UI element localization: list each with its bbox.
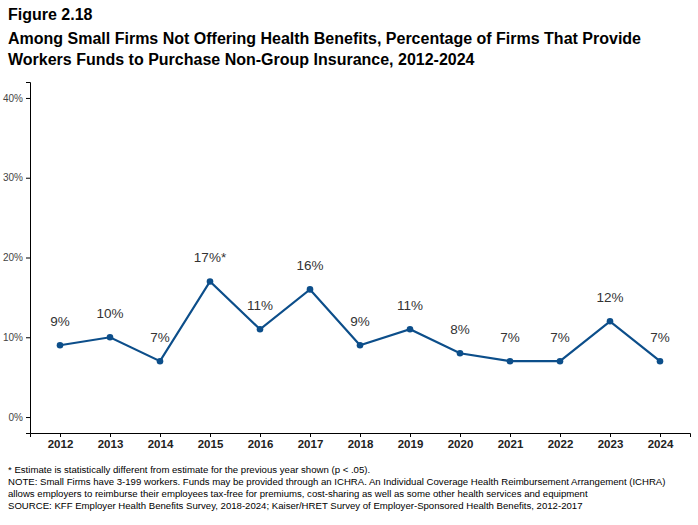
data-label: 7% — [150, 330, 170, 345]
y-tick: 10% — [3, 332, 30, 343]
subtitle: Among Small Firms Not Offering Health Be… — [8, 28, 668, 70]
x-tick-mark — [560, 433, 561, 437]
x-tick-label: 2012 — [48, 438, 74, 450]
point — [657, 358, 664, 365]
y-axis: 0% 10% 20% 30% 40% — [3, 83, 31, 434]
y-tick-mark — [26, 417, 30, 418]
point — [457, 350, 464, 357]
y-tick-label: 20% — [3, 252, 23, 263]
x-tick-label: 2017 — [298, 438, 324, 450]
x-tick-mark — [60, 433, 61, 437]
x-tick-mark — [160, 433, 161, 437]
data-label: 7% — [650, 330, 670, 345]
point — [207, 278, 214, 285]
x-tick-label: 2020 — [448, 438, 474, 450]
x-tick: 2012 — [48, 433, 74, 450]
x-tick-mark — [460, 433, 461, 437]
data-label: 16% — [296, 258, 323, 273]
point — [357, 342, 364, 349]
point — [307, 286, 314, 293]
x-tick: 2020 — [448, 433, 474, 450]
x-tick-mark — [510, 433, 511, 437]
point — [107, 334, 114, 341]
x-tick-mark — [260, 433, 261, 437]
y-tick: 20% — [3, 252, 30, 263]
y-tick: 0% — [9, 412, 30, 423]
data-label: 10% — [96, 306, 123, 321]
data-label: 11% — [397, 298, 423, 313]
x-tick-label: 2022 — [548, 438, 574, 450]
y-tick-mark — [26, 258, 30, 259]
y-axis-line — [26, 83, 31, 434]
x-tick: 2019 — [398, 433, 424, 450]
notes: * Estimate is statistically different fr… — [8, 464, 693, 512]
data-label: 7% — [500, 330, 520, 345]
plot-area — [57, 278, 664, 364]
point — [407, 326, 414, 333]
point — [57, 342, 64, 349]
x-tick-mark — [660, 433, 661, 437]
x-tick: 2016 — [248, 433, 274, 450]
x-tick-label: 2013 — [98, 438, 124, 450]
x-tick-label: 2018 — [348, 438, 374, 450]
x-tick-label: 2016 — [248, 438, 274, 450]
x-tick-mark — [360, 433, 361, 437]
point — [157, 358, 164, 365]
series-line — [60, 281, 660, 361]
y-tick: 40% — [3, 93, 30, 104]
y-tick-mark — [26, 178, 30, 179]
data-label: 12% — [596, 290, 623, 305]
data-label: 17%* — [194, 250, 227, 265]
x-tick-label: 2023 — [598, 438, 624, 450]
x-tick: 2013 — [98, 433, 124, 450]
title: Figure 2.18 — [8, 6, 92, 24]
x-tick-mark — [310, 433, 311, 437]
x-tick: 2024 — [648, 433, 674, 450]
x-tick: 2018 — [348, 433, 374, 450]
point — [257, 326, 264, 333]
x-tick-label: 2021 — [498, 438, 524, 450]
x-tick-label: 2015 — [198, 438, 224, 450]
note: SOURCE: KFF Employer Health Benefits Sur… — [8, 500, 693, 512]
x-tick: 2014 — [148, 433, 174, 450]
point — [607, 318, 614, 325]
chart: 0%10%20%30%40%20122013201420152016201720… — [0, 0, 698, 525]
y-tick-label: 0% — [9, 412, 24, 423]
data-label: 9% — [50, 314, 70, 329]
x-tick-mark — [210, 433, 211, 437]
data-label: 9% — [350, 314, 370, 329]
x-axis-line — [31, 434, 691, 438]
point — [507, 358, 514, 365]
data-labels: 9% 10% 7% 17%* 11% 16% 9% 11% 8% 7% 7% 12% 7% — [50, 250, 670, 345]
note: * Estimate is statistically different fr… — [8, 464, 693, 476]
x-tick: 2017 — [298, 433, 324, 450]
point — [557, 358, 564, 365]
x-tick: 2022 — [548, 433, 574, 450]
data-label: 11% — [247, 298, 273, 313]
x-tick: 2023 — [598, 433, 624, 450]
x-tick-label: 2014 — [148, 438, 174, 450]
x-tick-mark — [610, 433, 611, 437]
x-tick-label: 2019 — [398, 438, 424, 450]
y-tick-mark — [26, 337, 30, 338]
x-tick-label: 2024 — [648, 438, 674, 450]
x-tick: 2015 — [198, 433, 224, 450]
x-tick: 2021 — [498, 433, 524, 450]
x-tick-mark — [110, 433, 111, 437]
data-label: 8% — [450, 322, 470, 337]
data-label: 7% — [550, 330, 570, 345]
y-tick-label: 30% — [3, 172, 23, 183]
y-tick-mark — [26, 98, 30, 99]
x-tick-mark — [410, 433, 411, 437]
y-tick: 30% — [3, 172, 30, 183]
y-tick-label: 10% — [3, 332, 23, 343]
y-tick-label: 40% — [3, 93, 23, 104]
note: NOTE: Small Firms have 3-199 workers. Fu… — [8, 476, 693, 500]
x-axis: 2012 2013 2014 2015 2016 2017 2018 2019 2020 2021… — [31, 433, 691, 450]
